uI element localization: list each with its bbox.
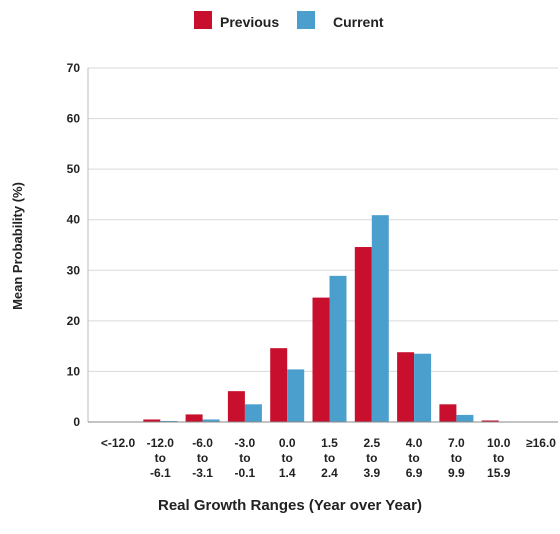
x-tick-labels: <-12.0 -12.0to-6.1-6.0to-3.1-3.0to-0.10.0…	[101, 436, 556, 480]
x-tick-label: 10.0	[487, 436, 511, 450]
y-tick-label: 50	[67, 162, 81, 176]
bar-current	[244, 404, 262, 422]
y-axis-title: Mean Probability (%)	[10, 182, 25, 310]
legend-label-current: Current	[333, 14, 384, 30]
legend-swatch-previous	[194, 11, 212, 29]
bar-previous	[312, 297, 330, 422]
x-tick-label: 2.5	[363, 436, 380, 450]
y-tick-label: 10	[67, 364, 81, 378]
x-tick-label: to	[239, 451, 250, 465]
x-tick-label: to	[197, 451, 208, 465]
y-tick-label: 70	[67, 61, 81, 75]
x-tick-label: -6.1	[150, 466, 171, 480]
y-tick-label: 30	[67, 263, 81, 277]
x-tick-label: 9.9	[448, 466, 465, 480]
x-tick-label: <-12.0	[101, 436, 136, 450]
bar-previous	[439, 404, 457, 422]
x-tick-label: 4.0	[406, 436, 423, 450]
x-tick-label: to	[155, 451, 166, 465]
bar-current	[329, 275, 347, 422]
x-tick-label: -12.0	[147, 436, 175, 450]
x-tick-label: -6.0	[192, 436, 213, 450]
x-tick-label: to	[366, 451, 377, 465]
bar-current	[414, 353, 432, 422]
y-tick-label: 20	[67, 314, 81, 328]
bar-previous	[354, 247, 372, 422]
bar-current	[371, 215, 389, 422]
x-axis-title: Real Growth Ranges (Year over Year)	[158, 497, 422, 514]
x-tick-label: 6.9	[406, 466, 423, 480]
x-tick-label: 1.4	[279, 466, 296, 480]
bars	[143, 215, 516, 422]
y-tick-label: 0	[73, 415, 80, 429]
bar-previous	[481, 420, 499, 422]
bar-current	[160, 420, 178, 422]
x-tick-label: -3.1	[192, 466, 213, 480]
legend-swatch-current	[297, 11, 315, 29]
bar-current	[287, 369, 305, 422]
x-tick-label: 0.0	[279, 436, 296, 450]
x-tick-label: -0.1	[235, 466, 256, 480]
bar-previous	[143, 419, 161, 422]
y-tick-label: 40	[67, 213, 81, 227]
bar-previous	[185, 414, 203, 422]
x-tick-label: to	[282, 451, 293, 465]
legend: Previous Current	[194, 11, 384, 30]
x-tick-label: 1.5	[321, 436, 338, 450]
bar-current	[202, 419, 220, 422]
gridlines	[88, 67, 558, 372]
x-tick-label: to	[451, 451, 462, 465]
x-tick-label: 2.4	[321, 466, 338, 480]
x-tick-label: to	[408, 451, 419, 465]
x-tick-label: 7.0	[448, 436, 465, 450]
bar-current	[456, 414, 474, 422]
bar-previous	[397, 352, 415, 422]
x-tick-label: -3.0	[235, 436, 256, 450]
x-tick-label: ≥16.0	[526, 436, 556, 450]
bar-previous	[270, 348, 288, 422]
y-tick-label: 60	[67, 112, 81, 126]
x-tick-label: 15.9	[487, 466, 511, 480]
x-tick-label: to	[324, 451, 335, 465]
bar-previous	[227, 391, 245, 422]
x-tick-label: 3.9	[363, 466, 380, 480]
y-tick-labels: 0 10 20 30 40 50 60 70	[67, 61, 81, 429]
legend-label-previous: Previous	[220, 14, 279, 30]
x-tick-label: to	[493, 451, 504, 465]
